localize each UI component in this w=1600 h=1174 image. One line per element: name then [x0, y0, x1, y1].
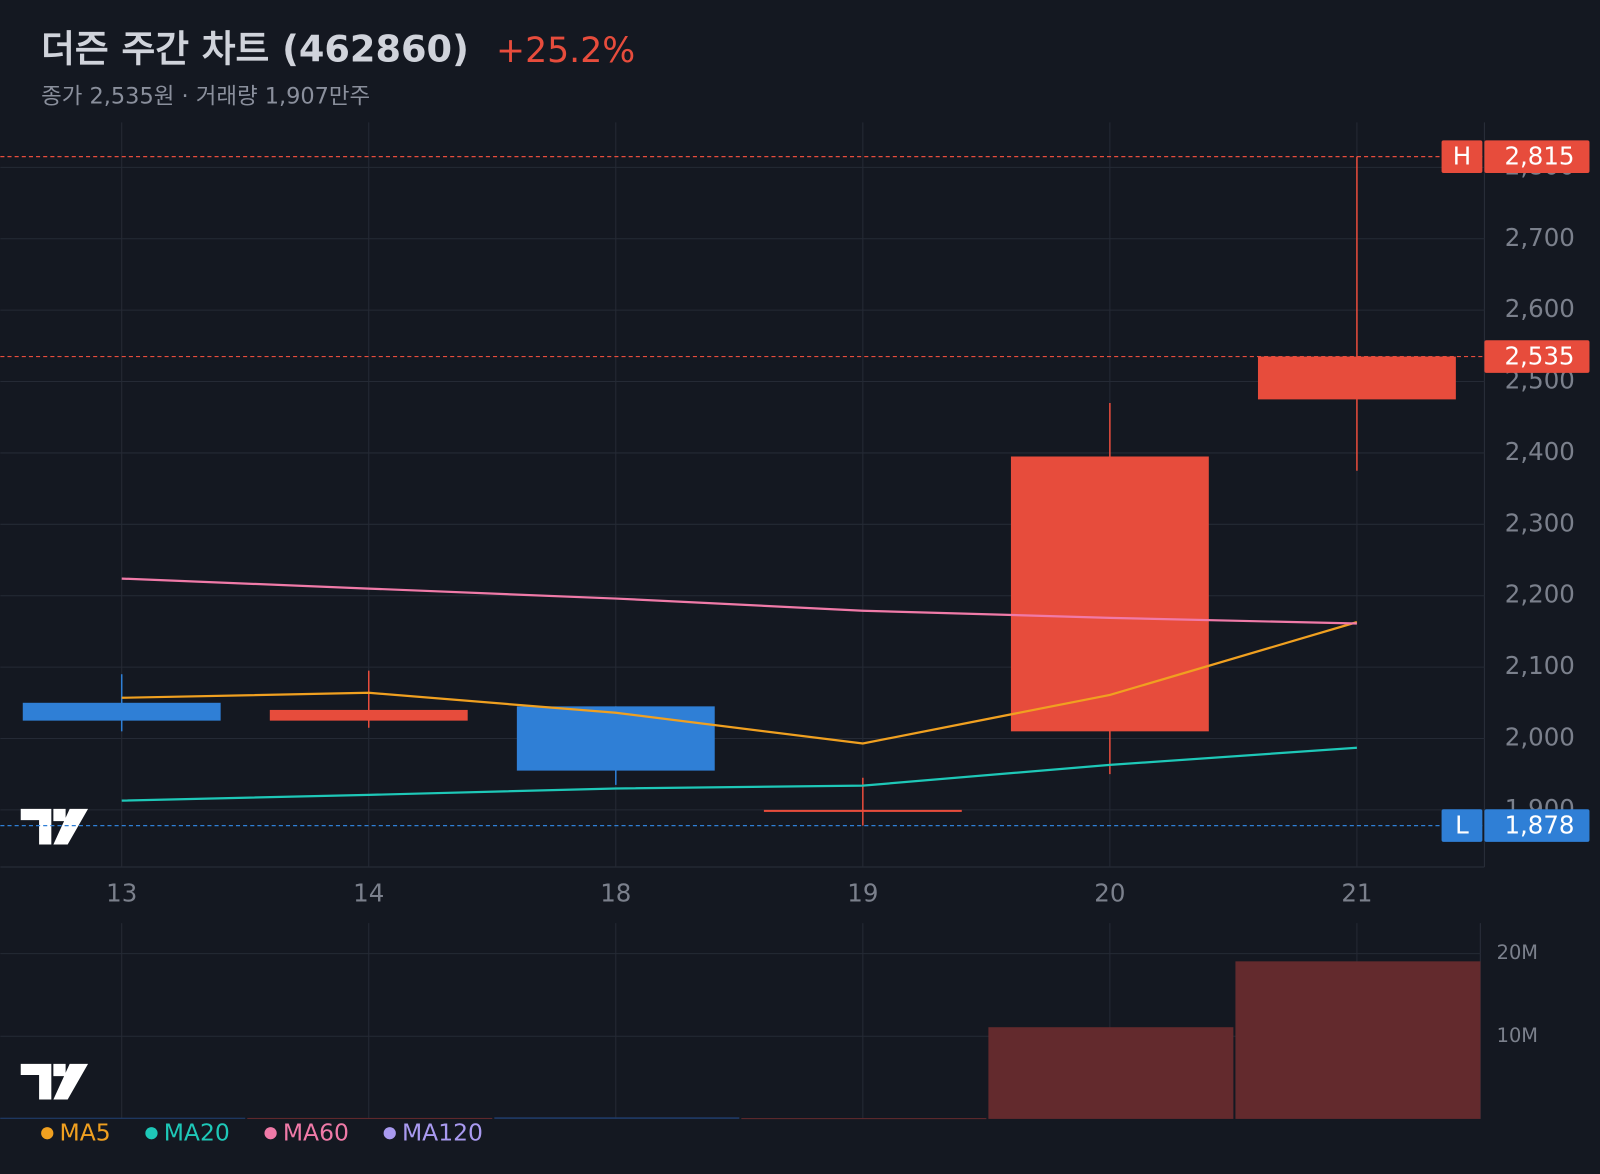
price-tag: [1484, 340, 1590, 373]
y-tick-label: 2,300: [1505, 508, 1575, 537]
x-tick-label: 21: [1341, 879, 1372, 908]
price-tag: [1484, 809, 1590, 842]
legend-label: MA60: [283, 1119, 349, 1147]
subtitle: 종가 2,535원 · 거래량 1,907만주: [41, 83, 370, 109]
y-tick-label: 2,100: [1505, 651, 1575, 680]
y-tick-label: 10M: [1497, 1024, 1538, 1047]
volume-bar: [494, 1117, 740, 1119]
volume-bar: [1235, 961, 1481, 1119]
price-tag-label: L: [1455, 811, 1469, 840]
chart-title: 더즌 주간 차트 (462860): [41, 27, 469, 70]
y-tick-label: 2,200: [1505, 580, 1575, 609]
price-tag: [1441, 809, 1483, 842]
ma-line: [121, 577, 1357, 625]
candle-body: [1257, 356, 1456, 400]
ma-line: [121, 746, 1357, 802]
legend-dot: [41, 1127, 54, 1140]
price-tag: [1441, 140, 1483, 173]
volume-bar: [247, 1117, 493, 1119]
y-tick-label: 2,000: [1505, 722, 1575, 751]
price-tag-label: H: [1453, 142, 1471, 171]
volume-bar: [988, 1027, 1234, 1119]
x-tick-label: 14: [353, 879, 384, 908]
legend-label: MA5: [59, 1119, 110, 1147]
y-tick-label: 2,400: [1505, 437, 1575, 466]
legend-dot: [145, 1127, 158, 1140]
logo: [20, 808, 89, 845]
change: +25.2%: [496, 31, 635, 71]
logo: [20, 1063, 89, 1100]
ma-line: [121, 621, 1358, 745]
legend-label: MA20: [164, 1119, 230, 1147]
x-tick-label: 18: [600, 879, 631, 908]
candle-body: [22, 702, 221, 721]
legend-dot: [264, 1127, 277, 1140]
price-tag-label: 2,815: [1504, 142, 1574, 171]
y-tick-label: 2,600: [1505, 294, 1575, 323]
price-tag-label: 2,535: [1504, 342, 1574, 371]
x-tick-label: 13: [106, 879, 137, 908]
legend-label: MA120: [402, 1119, 483, 1147]
price-tag-label: 1,878: [1504, 811, 1574, 840]
volume-bar: [741, 1118, 987, 1120]
candle-body: [516, 706, 715, 771]
price-tag: [1484, 140, 1590, 173]
candle-body: [1010, 456, 1209, 732]
x-tick-label: 19: [847, 879, 878, 908]
y-tick-label: 2,700: [1505, 223, 1575, 252]
x-tick-label: 20: [1094, 879, 1125, 908]
volume-bar: [0, 1117, 246, 1119]
candle-body: [269, 709, 468, 721]
candle-body: [763, 809, 962, 812]
legend-dot: [383, 1127, 396, 1140]
y-tick-label: 20M: [1497, 941, 1538, 964]
